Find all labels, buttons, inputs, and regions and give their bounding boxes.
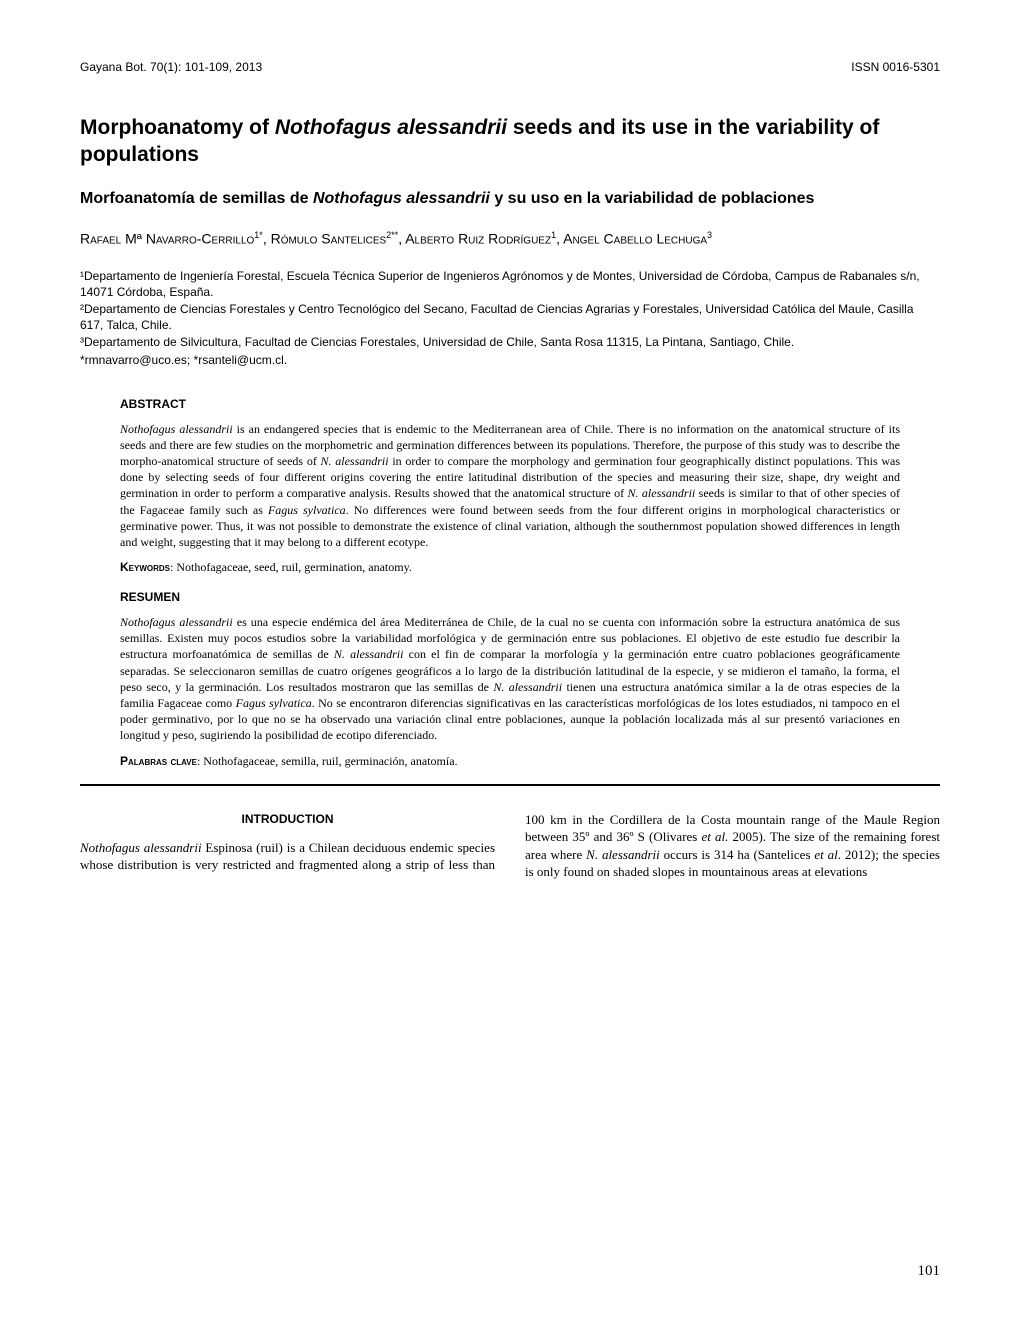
introduction-heading: INTRODUCTION [80, 811, 495, 827]
author-emails: *rmnavarro@uco.es; *rsanteli@ucm.cl. [80, 353, 940, 367]
abstract-heading: ABSTRACT [120, 397, 900, 411]
abstract-keywords: Keywords: Nothofagaceae, seed, ruil, ger… [120, 560, 900, 575]
affiliations-block: ¹Departamento de Ingeniería Forestal, Es… [80, 268, 940, 351]
resumen-heading: RESUMEN [120, 590, 900, 604]
affiliation-2: ²Departamento de Ciencias Forestales y C… [80, 301, 940, 333]
abstract-text: Nothofagus alessandrii is an endangered … [120, 421, 900, 551]
affiliation-1: ¹Departamento de Ingeniería Forestal, Es… [80, 268, 940, 300]
resumen-text: Nothofagus alessandrii es una especie en… [120, 614, 900, 744]
page-number: 101 [918, 1263, 941, 1280]
article-subtitle: Morfoanatomía de semillas de Nothofagus … [80, 189, 940, 210]
issn: ISSN 0016-5301 [851, 60, 940, 74]
introduction-section: INTRODUCTION Nothofagus alessandrii Espi… [80, 811, 940, 881]
keywords-label: Keywords [120, 560, 170, 574]
section-divider [80, 784, 940, 786]
palabras-clave-label: Palabras clave [120, 754, 197, 768]
author-list: Rafael Mª Navarro-Cerrillo1*, Rómulo San… [80, 229, 940, 249]
article-title: Morphoanatomy of Nothofagus alessandrii … [80, 114, 940, 169]
affiliation-3: ³Departamento de Silvicultura, Facultad … [80, 334, 940, 350]
palabras-clave-text: : Nothofagaceae, semilla, ruil, germinac… [197, 754, 458, 768]
keywords-text: : Nothofagaceae, seed, ruil, germination… [170, 560, 412, 574]
journal-citation: Gayana Bot. 70(1): 101-109, 2013 [80, 60, 262, 74]
resumen-keywords: Palabras clave: Nothofagaceae, semilla, … [120, 754, 900, 769]
